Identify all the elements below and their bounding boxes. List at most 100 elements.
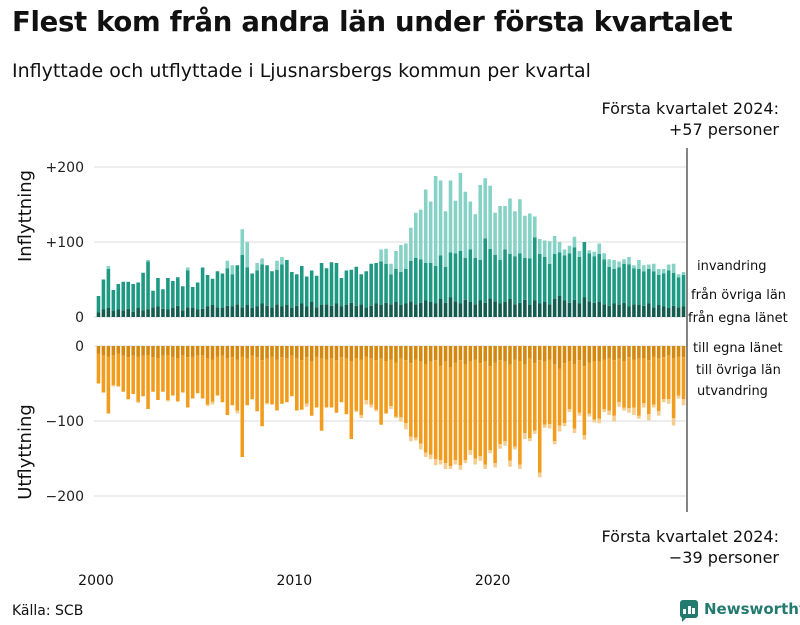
bar-in-ovriga [438, 255, 443, 299]
bar-out-ovriga [656, 358, 661, 412]
bar-out-ovriga [389, 359, 393, 406]
bar-in-ovriga [577, 257, 582, 304]
bar-in-ovriga [399, 272, 403, 305]
bar-in-ovriga [483, 238, 487, 303]
bar-out-utvandring [503, 441, 507, 446]
bar-in-ovriga [607, 266, 611, 306]
bar-in-lan [205, 306, 210, 317]
bar-out-ovriga [359, 359, 364, 415]
bar-out-utvandring [666, 399, 671, 404]
bar-in-lan [116, 309, 121, 317]
bar-in-lan [428, 302, 433, 317]
bar-in-ovriga [602, 259, 606, 305]
bar-out-lan [542, 346, 547, 362]
bar-out-ovriga [542, 361, 547, 425]
bar-out-lan [418, 346, 423, 361]
bar-out-utvandring [235, 410, 240, 414]
bar-in-lan [344, 305, 349, 317]
bar-in-ovriga [210, 278, 215, 305]
bar-out-lan [116, 346, 121, 354]
bar-in-ovriga [542, 257, 547, 302]
bar-in-ovriga [235, 265, 240, 305]
series-label-utvandring: utvandring [697, 384, 768, 399]
bar-in-invandring [547, 241, 552, 264]
bar-in-ovriga [428, 263, 433, 302]
bar-in-invandring [656, 269, 661, 275]
bar-in-lan [136, 308, 140, 317]
bar-out-ovriga [582, 366, 587, 436]
bar-out-utvandring [423, 452, 428, 457]
bar-out-lan [612, 346, 616, 361]
bar-out-lan [661, 346, 666, 358]
bar-out-utvandring [676, 395, 681, 399]
bar-out-lan [632, 346, 636, 360]
bar-out-lan [503, 346, 507, 362]
bar-out-lan [359, 346, 364, 360]
bar-in-ovriga [250, 273, 254, 308]
bar-out-lan [537, 346, 542, 361]
bar-out-utvandring [656, 411, 661, 416]
bar-out-lan [587, 346, 592, 363]
bar-in-invandring [661, 269, 666, 274]
bar-in-invandring [488, 185, 492, 249]
bar-in-lan [280, 306, 284, 317]
bar-in-ovriga [101, 279, 106, 310]
bar-out-lan [488, 346, 492, 367]
bar-out-ovriga [552, 364, 557, 442]
bar-out-ovriga [632, 359, 636, 408]
bar-out-ovriga [533, 363, 537, 431]
bar-in-lan [299, 303, 304, 317]
bar-in-invandring [671, 263, 676, 273]
bar-out-ovriga [423, 364, 428, 453]
bar-in-ovriga [359, 274, 364, 305]
bar-in-invandring [423, 189, 428, 263]
bar-in-invandring [666, 264, 671, 271]
bar-out-ovriga [314, 356, 319, 408]
bar-out-lan [349, 346, 354, 361]
bar-out-utvandring [647, 414, 651, 421]
bar-out-utvandring [513, 446, 517, 450]
bar-in-lan [319, 305, 324, 317]
bar-out-ovriga [275, 359, 279, 411]
bar-out-ovriga [369, 358, 373, 405]
bar-out-utvandring [617, 402, 621, 407]
bar-out-ovriga [121, 355, 126, 392]
bar-out-ovriga [651, 356, 656, 405]
bar-in-invandring [438, 180, 443, 256]
bar-in-ovriga [632, 268, 636, 305]
bar-out-lan [240, 346, 245, 357]
bar-in-invandring [592, 251, 597, 257]
y-tick-label: 0 [75, 310, 84, 326]
bar-out-ovriga [647, 360, 651, 415]
bar-in-invandring [275, 260, 279, 270]
bar-out-utvandring [414, 437, 418, 441]
bar-out-lan [225, 346, 230, 358]
bar-out-ovriga [319, 358, 324, 431]
bar-out-lan [151, 346, 155, 358]
bar-out-ovriga [463, 364, 468, 460]
bar-out-ovriga [488, 366, 492, 451]
bar-out-lan [423, 346, 428, 364]
bar-out-ovriga [96, 353, 101, 384]
bar-in-lan [339, 306, 344, 317]
bar-in-invandring [647, 264, 651, 269]
bar-in-lan [230, 306, 235, 317]
bar-in-lan [235, 304, 240, 317]
bar-in-lan [250, 308, 254, 317]
bar-out-utvandring [433, 459, 438, 466]
bar-out-utvandring [359, 415, 364, 418]
bar-out-lan [399, 346, 403, 359]
bar-in-lan [513, 304, 517, 317]
bar-out-lan [394, 346, 398, 363]
bar-out-lan [156, 346, 160, 358]
bar-in-ovriga [622, 263, 626, 303]
bar-in-invandring [562, 249, 567, 256]
bar-out-utvandring [438, 460, 443, 465]
bar-in-lan [409, 301, 413, 317]
bar-in-ovriga [404, 269, 408, 304]
bar-out-utvandring [443, 463, 448, 469]
bar-out-lan [210, 346, 215, 360]
bar-in-lan [126, 308, 131, 317]
bar-in-invandring [230, 265, 235, 275]
bar-in-ovriga [414, 257, 418, 305]
